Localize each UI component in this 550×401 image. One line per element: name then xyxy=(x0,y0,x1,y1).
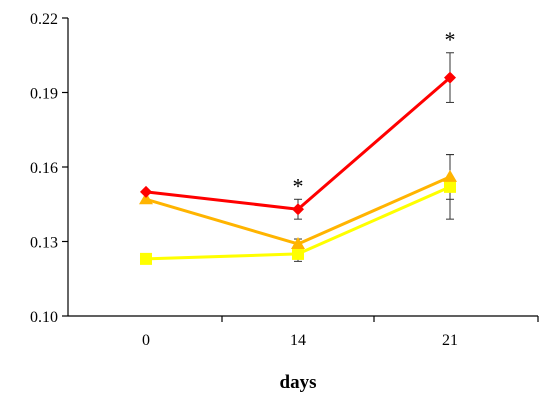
square-marker xyxy=(444,180,456,193)
x-tick-label: 21 xyxy=(442,332,458,349)
diamond-marker xyxy=(292,203,304,216)
x-axis-title: days xyxy=(280,372,317,393)
y-tick-label: 0.13 xyxy=(30,235,58,252)
series-markers xyxy=(139,71,457,265)
y-tick-labels: 0.10 0.13 0.16 0.19 0.22 xyxy=(30,11,58,326)
triangle-marker xyxy=(139,192,153,205)
significance-asterisk: * xyxy=(445,27,456,52)
y-tick-label: 0.19 xyxy=(30,86,58,103)
significance-annotations: ** xyxy=(293,27,456,199)
triangle-marker xyxy=(291,236,305,249)
square-marker xyxy=(140,252,152,265)
chart-axes xyxy=(62,17,539,322)
error-bars xyxy=(294,52,454,262)
y-tick-label: 0.10 xyxy=(30,309,58,326)
diamond-marker xyxy=(444,71,456,84)
square-marker xyxy=(292,247,304,260)
x-tick-label: 14 xyxy=(290,332,306,349)
triangle-marker xyxy=(443,169,457,182)
x-tick-labels: 0 14 21 xyxy=(142,332,458,349)
y-tick-label: 0.16 xyxy=(30,160,58,177)
diamond-marker xyxy=(140,185,152,198)
series-lines xyxy=(145,76,451,261)
y-tick-label: 0.22 xyxy=(30,11,58,28)
significance-asterisk: * xyxy=(293,173,304,198)
x-tick-label: 0 xyxy=(142,332,150,349)
